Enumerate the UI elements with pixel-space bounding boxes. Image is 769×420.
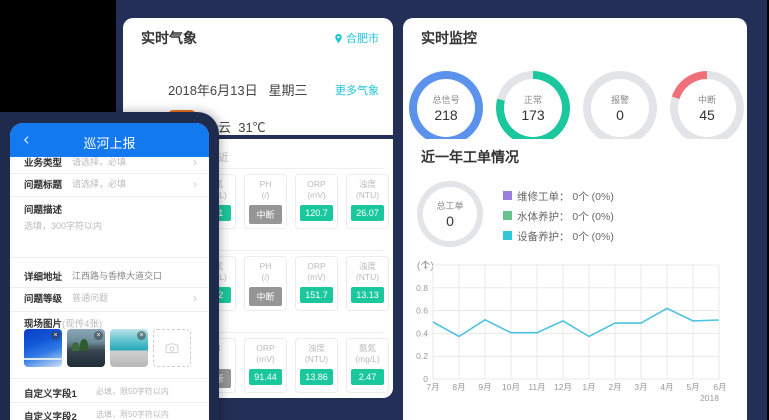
svg-text:2018: 2018 xyxy=(700,393,719,403)
svg-text:0.4: 0.4 xyxy=(416,328,428,338)
svg-text:10月: 10月 xyxy=(502,382,520,392)
svg-text:5月: 5月 xyxy=(686,382,699,392)
svg-text:2月: 2月 xyxy=(608,382,621,392)
svg-text:8月: 8月 xyxy=(452,382,465,392)
svg-text:1: 1 xyxy=(423,260,428,270)
svg-text:0.6: 0.6 xyxy=(416,306,428,316)
svg-text:7月: 7月 xyxy=(426,382,439,392)
svg-text:9月: 9月 xyxy=(478,382,491,392)
svg-text:11月: 11月 xyxy=(528,382,545,392)
svg-text:0.8: 0.8 xyxy=(416,283,428,293)
svg-text:12月: 12月 xyxy=(554,382,572,392)
svg-text:4月: 4月 xyxy=(660,382,673,392)
svg-text:1月: 1月 xyxy=(582,382,595,392)
svg-text:6月: 6月 xyxy=(713,382,726,392)
svg-text:0.2: 0.2 xyxy=(416,351,428,361)
svg-text:3月: 3月 xyxy=(634,382,647,392)
